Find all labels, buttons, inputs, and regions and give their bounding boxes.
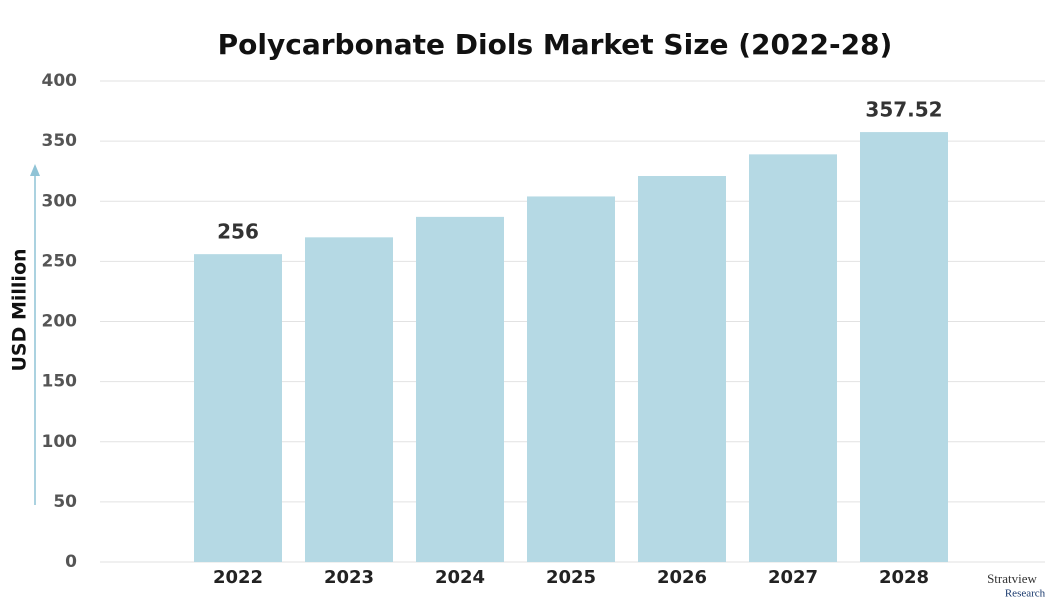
x-tick-label: 2023 bbox=[324, 567, 374, 588]
value-label: 357.52 bbox=[865, 98, 942, 122]
x-tick-label: 2025 bbox=[546, 567, 596, 588]
bar bbox=[527, 196, 615, 562]
bar bbox=[194, 254, 282, 562]
x-tick-label: 2022 bbox=[213, 567, 263, 588]
y-axis-label: USD Million bbox=[9, 248, 31, 371]
bar bbox=[305, 237, 393, 562]
y-tick-label: 300 bbox=[42, 191, 78, 211]
bar bbox=[860, 132, 948, 562]
bar bbox=[416, 216, 504, 562]
bar bbox=[638, 175, 726, 562]
y-tick-label: 400 bbox=[42, 71, 78, 91]
x-tick-label: 2024 bbox=[435, 567, 485, 588]
logo-sub: Research bbox=[1005, 588, 1046, 600]
x-tick-label: 2026 bbox=[657, 567, 707, 588]
chart-title: Polycarbonate Diols Market Size (2022-28… bbox=[218, 28, 893, 61]
y-tick-label: 100 bbox=[42, 432, 78, 452]
y-tick-label: 50 bbox=[53, 492, 77, 512]
bar bbox=[749, 154, 837, 563]
y-tick-label: 0 bbox=[65, 552, 77, 572]
y-tick-label: 200 bbox=[42, 312, 78, 332]
y-tick-label: 250 bbox=[42, 251, 78, 271]
x-tick-label: 2028 bbox=[879, 567, 929, 588]
y-tick-label: 150 bbox=[42, 372, 78, 392]
x-tick-label: 2027 bbox=[768, 567, 818, 588]
logo-name: Stratview bbox=[987, 571, 1037, 586]
axis-arrow-head bbox=[30, 164, 40, 176]
y-tick-label: 350 bbox=[42, 131, 78, 151]
value-label: 256 bbox=[217, 220, 259, 244]
